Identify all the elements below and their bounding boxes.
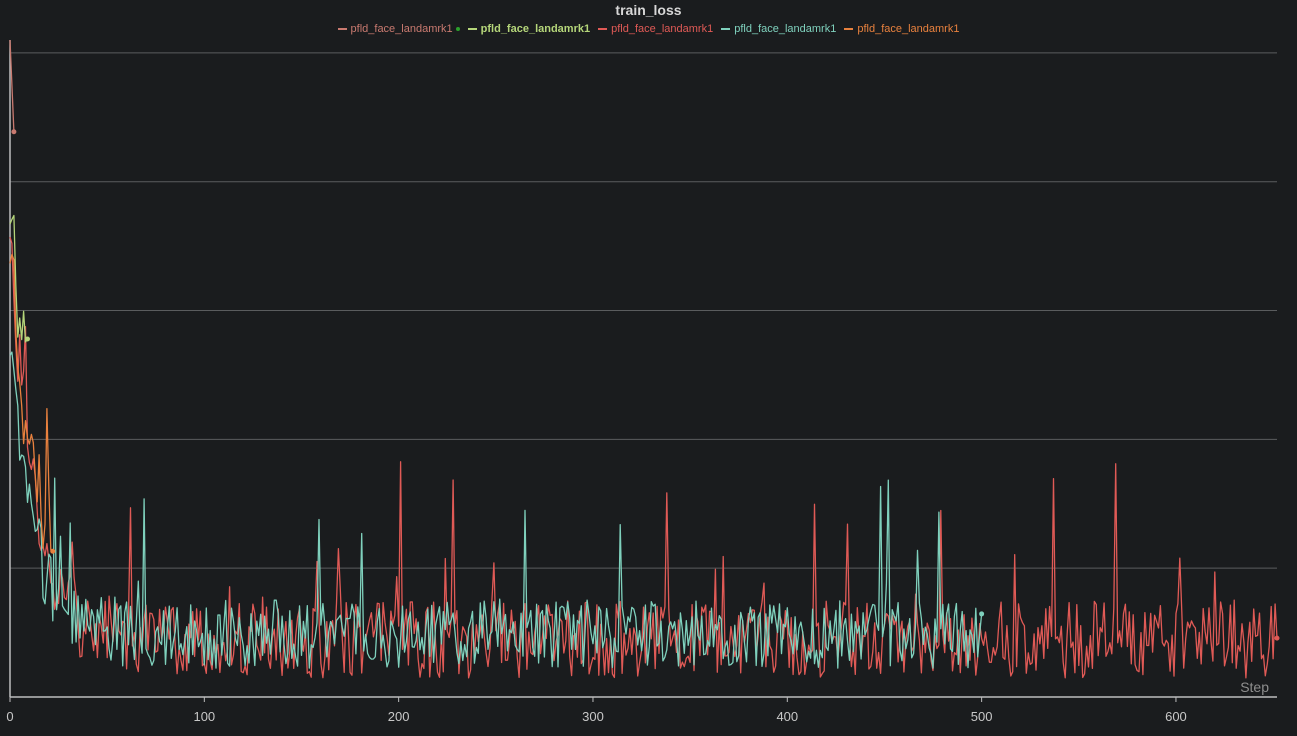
legend-item[interactable]: pfld_face_landamrk1 (467, 23, 591, 35)
series-end-point[interactable] (24, 336, 30, 342)
series-line[interactable] (9, 236, 1278, 679)
x-tick-label: 300 (582, 709, 604, 724)
legend-label: pfld_face_landamrk1 (857, 23, 960, 35)
legend-item[interactable]: pfld_face_landamrk1 (337, 23, 460, 35)
legend-label: pfld_face_landamrk1 (734, 23, 837, 35)
series-end-point[interactable] (1274, 635, 1280, 641)
x-tick-label: 600 (1165, 709, 1187, 724)
series-end-point[interactable] (50, 548, 56, 554)
series-end-point[interactable] (979, 611, 985, 617)
series-line[interactable] (9, 351, 983, 669)
series-line[interactable] (9, 253, 54, 552)
legend-marker-dot (455, 27, 460, 32)
x-axis-title: Step (1240, 679, 1269, 695)
legend-label: pfld_face_landamrk1 (611, 23, 714, 35)
legend-label: pfld_face_landamrk1 (350, 23, 453, 35)
legend-item[interactable]: pfld_face_landamrk1 (598, 23, 713, 35)
series-line[interactable] (9, 39, 15, 132)
series-end-point[interactable] (11, 129, 17, 135)
legend-swatch (721, 28, 731, 31)
legend-swatch (337, 28, 347, 31)
x-tick-label: 100 (193, 709, 215, 724)
chart-title: train_loss (615, 2, 682, 18)
series-line[interactable] (9, 214, 29, 343)
x-tick-label: 400 (776, 709, 798, 724)
legend-swatch (844, 28, 854, 31)
x-tick-label: 500 (971, 709, 993, 724)
legend-item[interactable]: pfld_face_landamrk1 (721, 23, 836, 35)
legend-label: pfld_face_landamrk1 (480, 23, 591, 35)
legend-swatch (598, 28, 608, 31)
x-tick-label: 0 (6, 709, 13, 724)
legend-item[interactable]: pfld_face_landamrk1 (844, 23, 959, 35)
x-tick-label: 200 (388, 709, 410, 724)
legend: pfld_face_landamrk1 pfld_face_landamrk1 pf… (0, 23, 1297, 35)
legend-swatch (467, 28, 477, 31)
